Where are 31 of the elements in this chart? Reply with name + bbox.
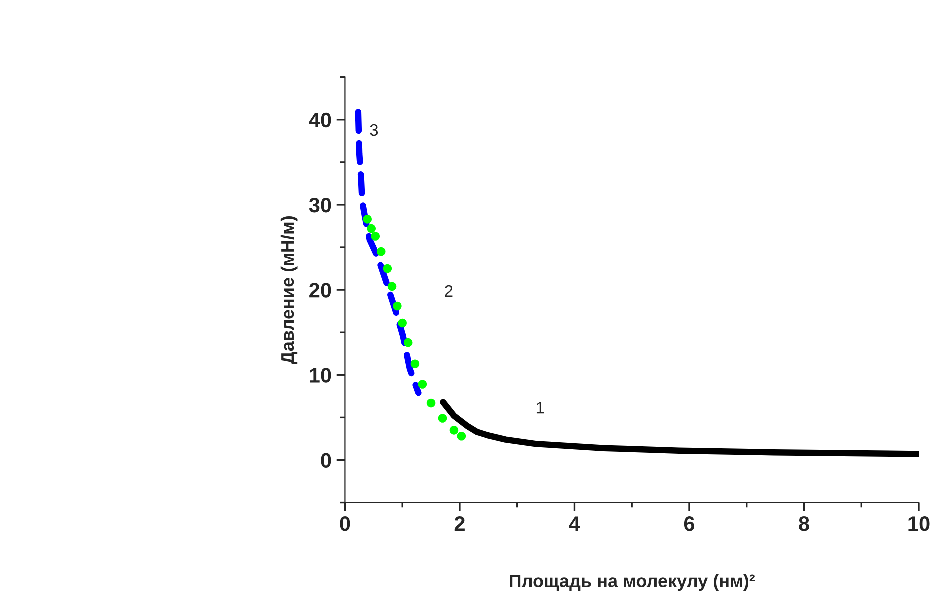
point [393, 302, 402, 311]
point [426, 398, 436, 408]
x-axis-title: Площадь на молекулу (нм)² [510, 574, 756, 592]
y-tick-label: 40 [309, 112, 332, 128]
x-tick-label: 0 [340, 516, 350, 532]
point [398, 318, 407, 328]
y-tick-label: 0 [321, 453, 332, 468]
point [363, 215, 372, 224]
point [438, 414, 448, 423]
y-tick-label: 20 [310, 283, 332, 298]
x-tick-label: 4 [569, 516, 580, 532]
series-label: 3 [370, 124, 378, 136]
x-tick-label: 8 [799, 516, 810, 532]
point [450, 426, 459, 435]
point [404, 338, 413, 348]
point [418, 380, 428, 389]
point [383, 264, 392, 274]
y-axis-title: Давление (мН/м) [280, 216, 298, 364]
point [388, 282, 397, 292]
point [410, 360, 420, 368]
series-label: 1 [536, 402, 544, 414]
text: 2 [445, 285, 453, 297]
y-tick-label: 30 [309, 198, 332, 213]
point [376, 247, 386, 256]
point [371, 232, 380, 241]
point [457, 432, 466, 441]
point [367, 224, 376, 234]
x-tick-label: 10 [908, 516, 930, 532]
x-tick-label: 6 [684, 516, 695, 532]
x-tick-label: 2 [454, 516, 465, 532]
y-tick-label: 10 [310, 368, 332, 383]
